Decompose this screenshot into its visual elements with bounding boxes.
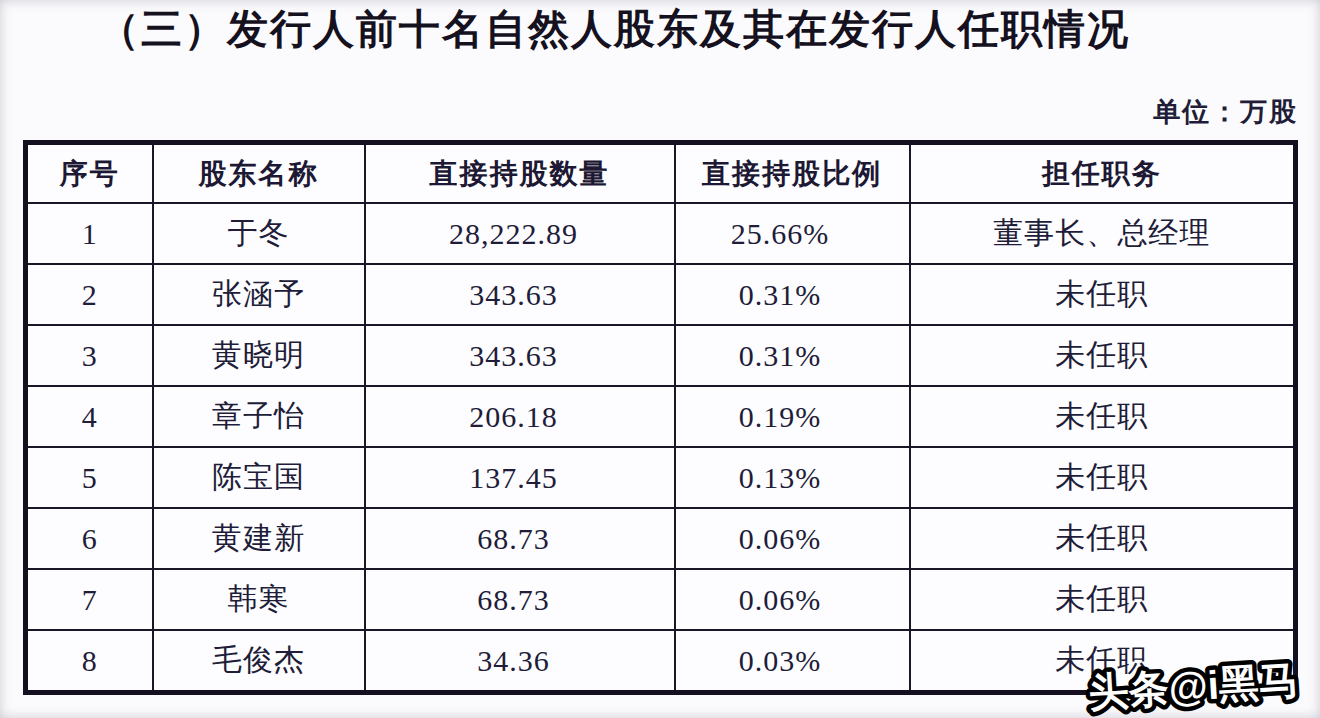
column-header-4: 直接持股比例 — [675, 143, 910, 204]
position-held: 董事长、总经理 — [910, 203, 1296, 264]
shares-held: 68.73 — [365, 508, 675, 569]
column-header-5: 担任职务 — [910, 143, 1296, 204]
share-ratio: 0.06% — [675, 508, 910, 569]
shares-held: 34.36 — [365, 630, 675, 693]
shareholder-name: 陈宝国 — [153, 447, 365, 508]
unit-label: 单位：万股 — [1153, 94, 1298, 130]
position-held: 未任职 — [910, 264, 1296, 325]
share-ratio: 0.19% — [675, 386, 910, 447]
shares-held: 343.63 — [365, 325, 675, 386]
table-row: 6黄建新68.730.06%未任职 — [26, 508, 1296, 569]
shares-held: 137.45 — [365, 447, 675, 508]
share-ratio: 25.66% — [675, 203, 910, 264]
shareholder-name: 于冬 — [153, 203, 365, 264]
share-ratio: 0.06% — [675, 569, 910, 630]
column-header-2: 股东名称 — [153, 143, 365, 204]
position-held: 未任职 — [910, 325, 1296, 386]
shares-held: 68.73 — [365, 569, 675, 630]
table-row: 5陈宝国137.450.13%未任职 — [26, 447, 1296, 508]
table-row: 8毛俊杰34.360.03%未任职 — [26, 630, 1296, 693]
share-ratio: 0.03% — [675, 630, 910, 693]
shares-held: 28,222.89 — [365, 203, 675, 264]
position-held: 未任职 — [910, 630, 1296, 693]
table-header-row: 序号股东名称直接持股数量直接持股比例担任职务 — [26, 143, 1296, 204]
shares-held: 343.63 — [365, 264, 675, 325]
position-held: 未任职 — [910, 508, 1296, 569]
shareholder-name: 毛俊杰 — [153, 630, 365, 693]
column-header-3: 直接持股数量 — [365, 143, 675, 204]
share-ratio: 0.31% — [675, 264, 910, 325]
shareholder-name: 黄晓明 — [153, 325, 365, 386]
row-number: 5 — [26, 447, 153, 508]
share-ratio: 0.13% — [675, 447, 910, 508]
column-header-1: 序号 — [26, 143, 153, 204]
table-body: 1于冬28,222.8925.66%董事长、总经理2张涵予343.630.31%… — [26, 203, 1296, 693]
share-ratio: 0.31% — [675, 325, 910, 386]
table-row: 4章子怡206.180.19%未任职 — [26, 386, 1296, 447]
row-number: 6 — [26, 508, 153, 569]
position-held: 未任职 — [910, 569, 1296, 630]
row-number: 1 — [26, 203, 153, 264]
table-row: 7韩寒68.730.06%未任职 — [26, 569, 1296, 630]
position-held: 未任职 — [910, 386, 1296, 447]
shareholders-table: 序号股东名称直接持股数量直接持股比例担任职务 1于冬28,222.8925.66… — [23, 140, 1298, 695]
table-row: 1于冬28,222.8925.66%董事长、总经理 — [26, 203, 1296, 264]
row-number: 3 — [26, 325, 153, 386]
shareholder-name: 张涵予 — [153, 264, 365, 325]
table-row: 2张涵予343.630.31%未任职 — [26, 264, 1296, 325]
table-row: 3黄晓明343.630.31%未任职 — [26, 325, 1296, 386]
shareholder-name: 黄建新 — [153, 508, 365, 569]
row-number: 2 — [26, 264, 153, 325]
row-number: 4 — [26, 386, 153, 447]
shareholder-name: 韩寒 — [153, 569, 365, 630]
row-number: 7 — [26, 569, 153, 630]
section-title: （三）发行人前十名自然人股东及其在发行人任职情况 — [98, 2, 1130, 57]
shareholder-name: 章子怡 — [153, 386, 365, 447]
position-held: 未任职 — [910, 447, 1296, 508]
document-page: （三）发行人前十名自然人股东及其在发行人任职情况 单位：万股 序号股东名称直接持… — [0, 0, 1320, 718]
row-number: 8 — [26, 630, 153, 693]
shares-held: 206.18 — [365, 386, 675, 447]
